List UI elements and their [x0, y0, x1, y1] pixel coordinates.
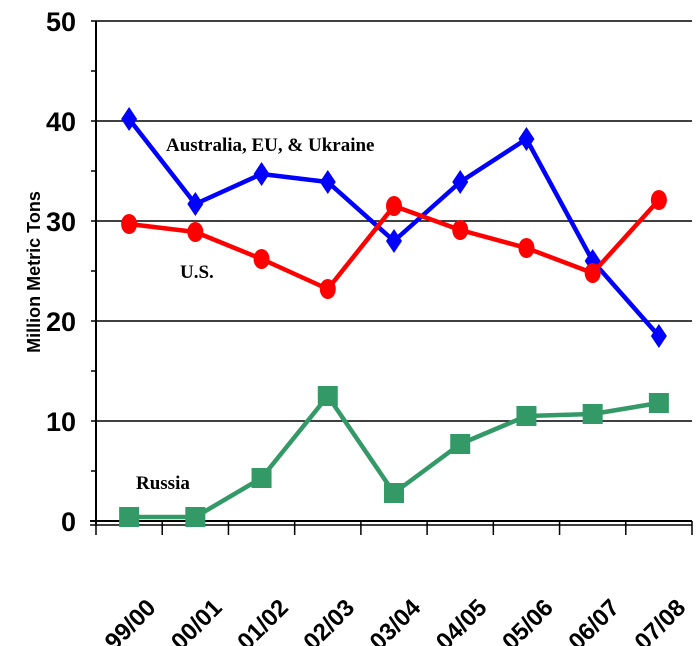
- series-0: [121, 107, 667, 348]
- series-2: [119, 386, 669, 527]
- data-point: [253, 162, 270, 186]
- series-label-australia-eu-ukraine: Australia, EU, & Ukraine: [166, 135, 374, 156]
- x-tick-label: 05/06: [497, 594, 559, 646]
- data-point: [187, 222, 204, 242]
- data-point: [121, 214, 138, 234]
- data-point: [648, 393, 669, 413]
- y-tick-label: 50: [46, 7, 76, 37]
- y-axis-title: Million Metric Tons: [24, 191, 44, 353]
- data-point: [253, 249, 270, 269]
- data-point: [251, 468, 272, 488]
- data-point: [518, 127, 535, 151]
- x-tick-label: 04/05: [431, 594, 493, 646]
- data-point: [518, 238, 535, 258]
- y-tick-labels: 0 10 20 30 40 50: [46, 7, 76, 537]
- data-point: [452, 220, 469, 240]
- data-point: [185, 507, 206, 527]
- y-tick-label: 20: [46, 307, 76, 337]
- gridlines: [96, 20, 692, 422]
- series-label-russia: Russia: [136, 473, 190, 494]
- data-point: [650, 324, 667, 348]
- x-tick-label: 00/01: [166, 594, 228, 646]
- data-point: [121, 107, 138, 131]
- y-tick-label: 40: [46, 107, 76, 137]
- data-point: [516, 406, 537, 426]
- data-point: [319, 170, 336, 194]
- data-point: [584, 263, 601, 283]
- data-point: [319, 279, 336, 299]
- series-label-us: U.S.: [180, 262, 214, 283]
- series-group: [119, 107, 669, 527]
- data-point: [384, 483, 404, 503]
- series-labels: Australia, EU, & Ukraine U.S. Russia: [136, 135, 374, 494]
- data-point: [187, 192, 204, 216]
- series-1: [121, 190, 667, 299]
- data-point: [452, 170, 469, 194]
- x-tick-label: 01/02: [232, 594, 294, 646]
- data-point: [450, 434, 471, 454]
- data-point: [119, 507, 140, 527]
- data-point: [386, 229, 402, 253]
- x-tick-label: 02/03: [298, 594, 360, 646]
- x-tick-label: 07/08: [630, 594, 692, 646]
- y-tick-label: 10: [46, 407, 76, 437]
- y-tick-label: 0: [61, 507, 76, 537]
- data-point: [386, 196, 402, 216]
- x-tick-label: 99/00: [100, 594, 162, 646]
- data-point: [650, 190, 667, 210]
- data-point: [317, 386, 338, 406]
- x-tick-label: 03/04: [365, 594, 427, 646]
- x-tick-label: 06/07: [563, 594, 625, 646]
- data-point: [582, 404, 603, 424]
- x-tick-labels: 99/00 00/01 01/02 02/03 03/04 04/05 05/06 06/07…: [100, 594, 691, 646]
- y-tick-label: 30: [46, 207, 76, 237]
